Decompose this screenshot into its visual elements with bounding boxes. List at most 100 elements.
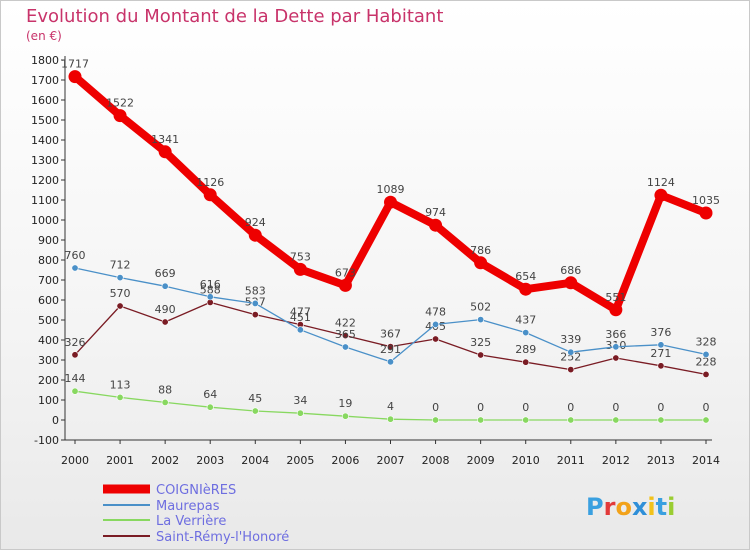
data-point [116, 302, 124, 310]
data-label: 616 [200, 278, 221, 291]
data-point [161, 282, 169, 290]
y-tick-label: 1100 [31, 194, 59, 207]
data-point [522, 416, 530, 424]
data-label: 974 [425, 206, 446, 219]
logo-letter: t [656, 493, 667, 521]
data-point [341, 412, 349, 420]
data-label: 365 [335, 328, 356, 341]
x-tick-label: 2002 [151, 454, 179, 467]
data-point [116, 274, 124, 282]
data-point [71, 387, 79, 395]
axes: -100010020030040050060070080090010001100… [31, 54, 720, 467]
legend-label: COIGNIèRES [156, 483, 236, 498]
data-label: 144 [65, 372, 86, 385]
y-tick-label: 1500 [31, 114, 59, 127]
data-point [702, 350, 710, 358]
data-point [338, 278, 352, 292]
data-label: 477 [290, 306, 311, 319]
y-tick-label: 1800 [31, 54, 59, 67]
logo-letter: i [667, 493, 675, 521]
data-label: 753 [290, 250, 311, 263]
logo-letter: i [647, 493, 655, 521]
series-2: 760 712 669 616 583 451 365 291 478 502 437 339 366 3… [65, 249, 717, 366]
data-label: 490 [155, 303, 176, 316]
y-tick-label: 100 [38, 394, 59, 407]
data-label: 1089 [377, 183, 405, 196]
y-tick-label: 600 [38, 294, 59, 307]
y-tick-label: 800 [38, 254, 59, 267]
logo-letter: o [615, 493, 632, 521]
data-label: 437 [515, 314, 536, 327]
data-point [113, 109, 127, 123]
data-point [522, 329, 530, 337]
chart-subtitle: (en €) [26, 29, 62, 43]
series-4: 3265704905885274774223674053252892523102… [65, 283, 717, 378]
data-point [251, 407, 259, 415]
data-label: 64 [203, 388, 217, 401]
series-3: 144 113 88 64 45 34 19 4 0 0 0 0 0 0 0 [65, 372, 710, 424]
data-point [699, 206, 713, 220]
series-layer: 3265704905885274774223674053252892523102… [61, 58, 720, 424]
data-point [386, 415, 394, 423]
data-point [161, 318, 169, 326]
data-label: 669 [155, 267, 176, 280]
y-tick-label: 500 [38, 314, 59, 327]
data-label: 326 [65, 336, 86, 349]
y-tick-label: 1300 [31, 154, 59, 167]
data-label: 4 [387, 400, 394, 413]
data-point [612, 343, 620, 351]
data-label: 0 [522, 401, 529, 414]
data-point [248, 228, 262, 242]
x-tick-label: 2004 [241, 454, 269, 467]
data-point [206, 403, 214, 411]
data-point [657, 416, 665, 424]
data-label: 0 [612, 401, 619, 414]
data-point [429, 218, 443, 232]
data-label: 1126 [196, 176, 224, 189]
data-point [654, 188, 668, 202]
x-tick-label: 2006 [331, 454, 359, 467]
data-label: 328 [696, 335, 717, 348]
logo-letter: x [632, 493, 648, 521]
data-point [116, 393, 124, 401]
y-tick-label: 700 [38, 274, 59, 287]
x-tick-label: 2001 [106, 454, 134, 467]
data-label: 34 [293, 394, 307, 407]
data-point [519, 282, 533, 296]
data-label: 0 [432, 401, 439, 414]
x-tick-label: 2013 [647, 454, 675, 467]
y-tick-label: 300 [38, 354, 59, 367]
data-point [296, 409, 304, 417]
data-label: 1124 [647, 176, 675, 189]
data-label: 228 [696, 355, 717, 368]
data-point [161, 398, 169, 406]
chart-title: Evolution du Montant de la Dette par Hab… [26, 6, 443, 27]
data-label: 0 [477, 401, 484, 414]
data-point [71, 351, 79, 359]
data-label: 712 [110, 259, 131, 272]
data-label: 478 [425, 305, 446, 318]
data-label: 1341 [151, 133, 179, 146]
x-tick-label: 2009 [467, 454, 495, 467]
y-tick-label: 1400 [31, 134, 59, 147]
data-point [68, 70, 82, 84]
data-point [702, 370, 710, 378]
data-point [609, 303, 623, 317]
data-label: 88 [158, 383, 172, 396]
data-point [612, 354, 620, 362]
legend-label: Maurepas [156, 499, 220, 514]
x-tick-label: 2008 [422, 454, 450, 467]
data-point [702, 416, 710, 424]
data-point [384, 195, 397, 209]
x-tick-label: 2010 [512, 454, 540, 467]
y-tick-label: 1200 [31, 174, 59, 187]
data-label: 0 [567, 401, 574, 414]
data-point [71, 264, 79, 272]
data-label: 551 [605, 291, 626, 304]
data-point [567, 348, 575, 356]
data-point [567, 416, 575, 424]
data-point [386, 358, 394, 366]
